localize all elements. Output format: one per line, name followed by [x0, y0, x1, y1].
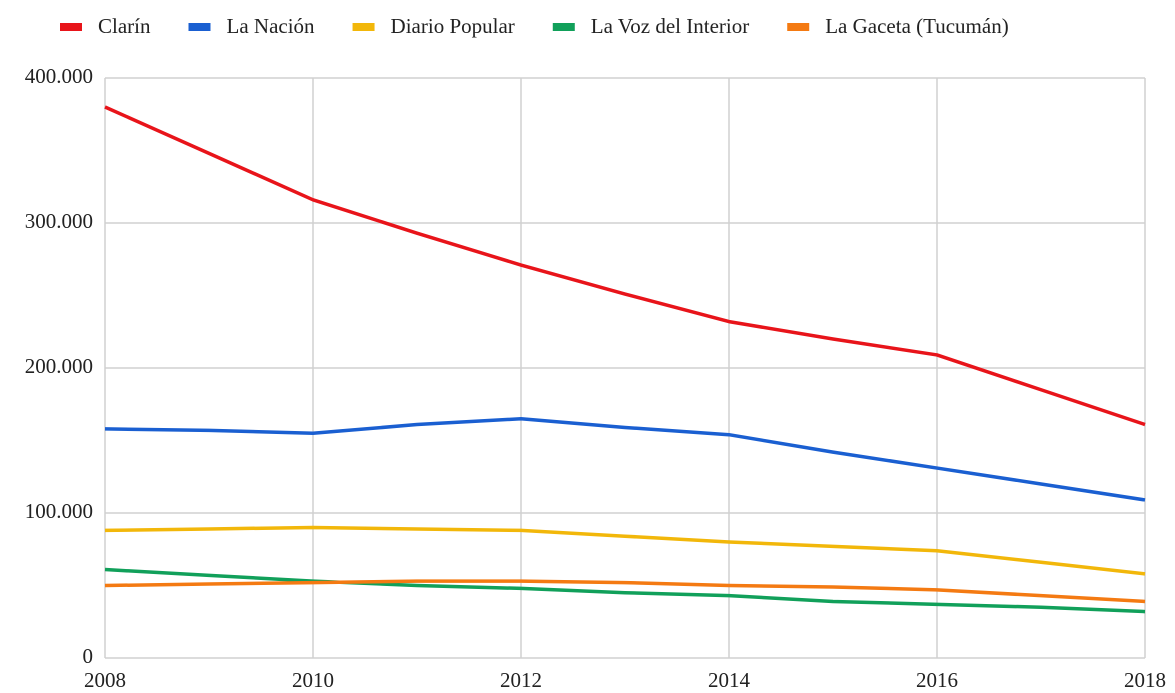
y-tick-label: 0: [83, 644, 94, 668]
legend-label: Diario Popular: [391, 14, 515, 38]
legend-swatch: [552, 23, 575, 31]
legend-swatch: [188, 23, 211, 31]
legend-label: La Nación: [227, 14, 316, 38]
series-line: [104, 105, 1146, 427]
x-tick-label: 2014: [708, 668, 751, 692]
legend-swatch: [60, 23, 82, 31]
legend-label: Clarín: [98, 14, 151, 38]
legend-swatch: [787, 23, 810, 31]
series-line: [104, 525, 1146, 576]
series-line: [104, 567, 1146, 614]
x-tick-label: 2018: [1124, 668, 1166, 692]
x-tick-label: 2008: [84, 668, 126, 692]
series-line: [104, 579, 1146, 604]
x-tick-label: 2016: [916, 668, 958, 692]
x-tick-label: 2012: [500, 668, 542, 692]
x-tick-label: 2010: [292, 668, 334, 692]
y-tick-label: 200.000: [25, 354, 93, 378]
y-tick-label: 300.000: [25, 209, 93, 233]
legend-label: La Voz del Interior: [591, 14, 749, 38]
y-tick-label: 100.000: [25, 499, 93, 523]
legend-label: La Gaceta (Tucumán): [825, 14, 1008, 38]
y-tick-label: 400.000: [25, 64, 93, 88]
legend-swatch: [352, 23, 375, 31]
series-line: [104, 417, 1146, 502]
